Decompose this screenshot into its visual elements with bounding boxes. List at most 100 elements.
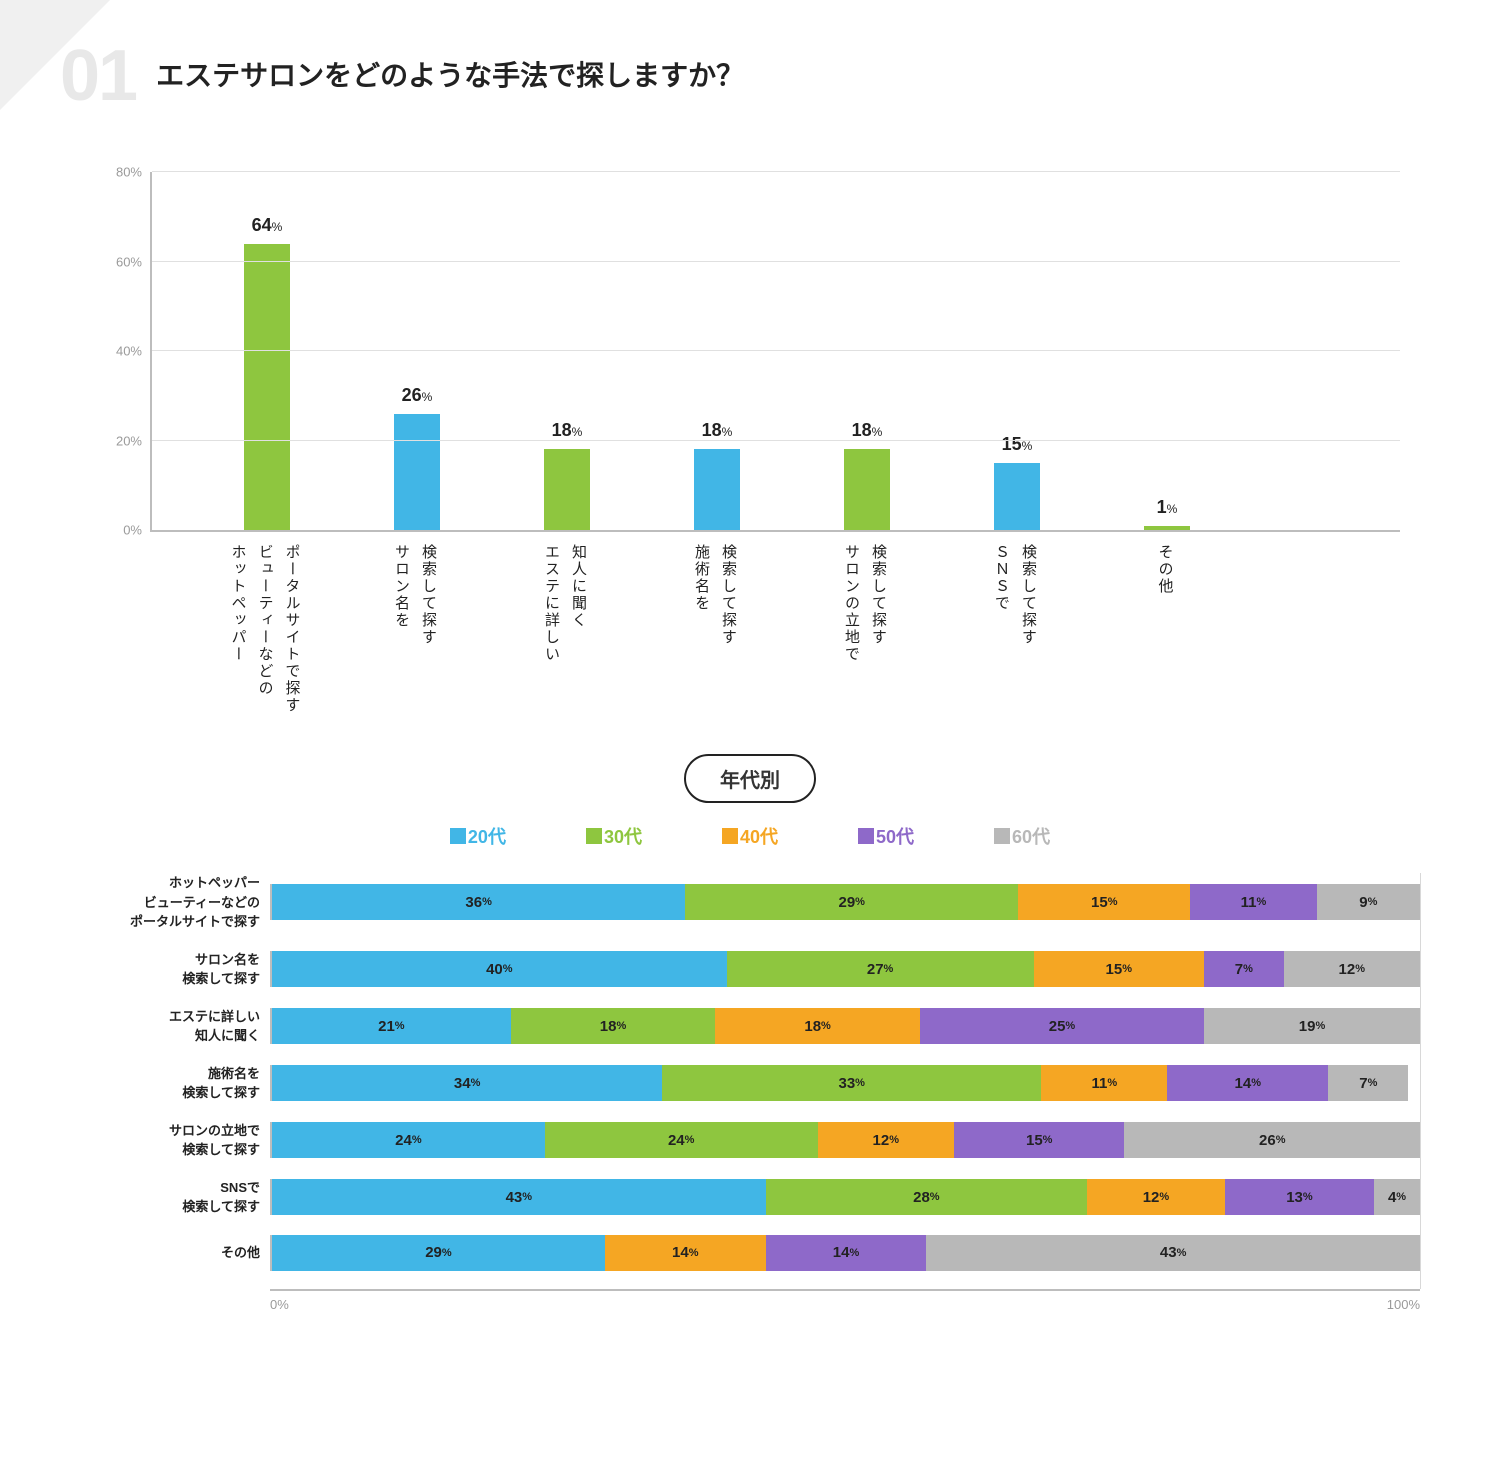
stacked-segment: 19% bbox=[1204, 1008, 1420, 1044]
y-tick-label: 0% bbox=[123, 523, 142, 538]
stacked-bar: 36%29%15%11%9% bbox=[270, 884, 1420, 920]
stacked-segment: 9% bbox=[1317, 884, 1420, 920]
legend-swatch bbox=[858, 828, 874, 844]
x-label-column: ポータルサイトで探すビューティーなどのホットペッパー bbox=[190, 544, 340, 714]
legend-item: 30代 bbox=[586, 823, 642, 849]
legend-label: 50代 bbox=[876, 823, 914, 849]
stacked-chart-right-border bbox=[1420, 873, 1421, 1289]
subtitle-wrap: 年代別 bbox=[60, 754, 1440, 803]
stacked-row-label: エステに詳しい知人に聞く bbox=[80, 1007, 270, 1046]
bar-column: 18% bbox=[642, 172, 792, 530]
legend-item: 20代 bbox=[450, 823, 506, 849]
x-label-column: 検索して探すサロンの立地で bbox=[790, 544, 940, 714]
bar-value-label: 1% bbox=[1157, 497, 1178, 518]
stacked-bar: 29%14%14%43% bbox=[270, 1235, 1420, 1271]
stacked-segment: 12% bbox=[1284, 951, 1420, 987]
legend-label: 40代 bbox=[740, 823, 778, 849]
stacked-segment: 29% bbox=[685, 884, 1018, 920]
stacked-segment: 12% bbox=[1087, 1179, 1225, 1215]
stacked-bar-chart: ホットペッパービューティーなどのポータルサイトで探す36%29%15%11%9%… bbox=[80, 873, 1420, 1313]
stacked-row: サロン名を検索して探す40%27%15%7%12% bbox=[80, 950, 1420, 989]
bar-column: 18% bbox=[792, 172, 942, 530]
x-label-column: 検索して探すＳＮＳで bbox=[940, 544, 1090, 714]
bar-value-label: 18% bbox=[852, 420, 883, 441]
y-tick-label: 20% bbox=[116, 433, 142, 448]
question-header: 01 エステサロンをどのような手法で探しますか？ bbox=[60, 40, 1440, 112]
stacked-row-label: サロン名を検索して探す bbox=[80, 950, 270, 989]
bar-column: 18% bbox=[492, 172, 642, 530]
x-label: 検索して探すサロンの立地で bbox=[838, 544, 892, 714]
stacked-segment: 24% bbox=[272, 1122, 545, 1158]
stacked-row-label: サロンの立地で検索して探す bbox=[80, 1121, 270, 1160]
stacked-segment: 25% bbox=[920, 1008, 1204, 1044]
stacked-segment: 13% bbox=[1225, 1179, 1374, 1215]
stacked-segment: 33% bbox=[662, 1065, 1041, 1101]
bar bbox=[394, 414, 440, 530]
age-legend: 20代 30代 40代 50代 60代 bbox=[60, 823, 1440, 849]
legend-swatch bbox=[994, 828, 1010, 844]
stacked-row: 施術名を検索して探す34%33%11%14%7% bbox=[80, 1064, 1420, 1103]
stacked-segment: 36% bbox=[272, 884, 685, 920]
bar-value-label: 15% bbox=[1002, 434, 1033, 455]
stacked-row: ホットペッパービューティーなどのポータルサイトで探す36%29%15%11%9% bbox=[80, 873, 1420, 932]
stacked-row-label: その他 bbox=[80, 1243, 270, 1263]
stacked-row-label: ホットペッパービューティーなどのポータルサイトで探す bbox=[80, 873, 270, 932]
stacked-segment: 28% bbox=[766, 1179, 1087, 1215]
stacked-segment: 14% bbox=[605, 1235, 766, 1271]
x-label: 検索して探すサロン名を bbox=[388, 544, 442, 714]
bar-value-label: 18% bbox=[552, 420, 583, 441]
x-label: 知人に聞くエステに詳しい bbox=[538, 544, 592, 714]
bar-value-label: 18% bbox=[702, 420, 733, 441]
stacked-row: サロンの立地で検索して探す24%24%12%15%26% bbox=[80, 1121, 1420, 1160]
x-axis-min-label: 0% bbox=[270, 1297, 289, 1312]
bar bbox=[244, 244, 290, 530]
x-label: 検索して探すＳＮＳで bbox=[988, 544, 1042, 714]
stacked-bar: 24%24%12%15%26% bbox=[270, 1122, 1420, 1158]
legend-label: 60代 bbox=[1012, 823, 1050, 849]
x-label-column: その他 bbox=[1090, 544, 1240, 714]
legend-item: 50代 bbox=[858, 823, 914, 849]
stacked-segment: 7% bbox=[1328, 1065, 1408, 1101]
stacked-row: エステに詳しい知人に聞く21%18%18%25%19% bbox=[80, 1007, 1420, 1046]
overall-bar-chart: 64%26%18%18%18%15%1% 0%20%40%60%80% ポータル… bbox=[150, 172, 1400, 714]
stacked-segment: 34% bbox=[272, 1065, 662, 1101]
bar-column: 15% bbox=[942, 172, 1092, 530]
stacked-segment: 11% bbox=[1190, 884, 1316, 920]
stacked-bar: 34%33%11%14%7% bbox=[270, 1065, 1420, 1101]
x-axis-max-label: 100% bbox=[1387, 1297, 1420, 1312]
bar-value-label: 64% bbox=[252, 215, 283, 236]
legend-item: 40代 bbox=[722, 823, 778, 849]
stacked-segment: 21% bbox=[272, 1008, 511, 1044]
bar bbox=[1144, 526, 1190, 530]
stacked-segment: 12% bbox=[818, 1122, 954, 1158]
y-tick-label: 60% bbox=[116, 254, 142, 269]
y-tick-label: 40% bbox=[116, 344, 142, 359]
subtitle-pill: 年代別 bbox=[684, 754, 816, 803]
stacked-row-label: 施術名を検索して探す bbox=[80, 1064, 270, 1103]
y-tick-label: 80% bbox=[116, 165, 142, 180]
stacked-segment: 18% bbox=[511, 1008, 716, 1044]
stacked-segment: 15% bbox=[1034, 951, 1204, 987]
bar-value-label: 26% bbox=[402, 385, 433, 406]
stacked-segment: 15% bbox=[954, 1122, 1124, 1158]
bar bbox=[994, 463, 1040, 530]
stacked-segment: 14% bbox=[766, 1235, 927, 1271]
x-label-column: 検索して探す施術名を bbox=[640, 544, 790, 714]
stacked-segment: 24% bbox=[545, 1122, 818, 1158]
bar-chart-bars: 64% 26% 18% 18% 18% 15% 1% bbox=[152, 172, 1400, 530]
gridline bbox=[152, 350, 1400, 351]
bar bbox=[694, 449, 740, 530]
bar-chart-plot: 64%26%18%18%18%15%1% 0%20%40%60%80% bbox=[150, 172, 1400, 532]
stacked-segment: 43% bbox=[272, 1179, 766, 1215]
stacked-segment: 4% bbox=[1374, 1179, 1420, 1215]
legend-swatch bbox=[450, 828, 466, 844]
stacked-x-axis: 0% 100% bbox=[270, 1289, 1420, 1313]
stacked-segment: 18% bbox=[715, 1008, 920, 1044]
corner-decoration bbox=[0, 0, 110, 110]
legend-swatch bbox=[722, 828, 738, 844]
x-label: ポータルサイトで探すビューティーなどのホットペッパー bbox=[225, 544, 306, 714]
stacked-segment: 7% bbox=[1204, 951, 1284, 987]
x-label-column: 知人に聞くエステに詳しい bbox=[490, 544, 640, 714]
bar-chart-x-labels: ポータルサイトで探すビューティーなどのホットペッパー 検索して探すサロン名を 知人に… bbox=[150, 544, 1400, 714]
stacked-segment: 43% bbox=[926, 1235, 1420, 1271]
